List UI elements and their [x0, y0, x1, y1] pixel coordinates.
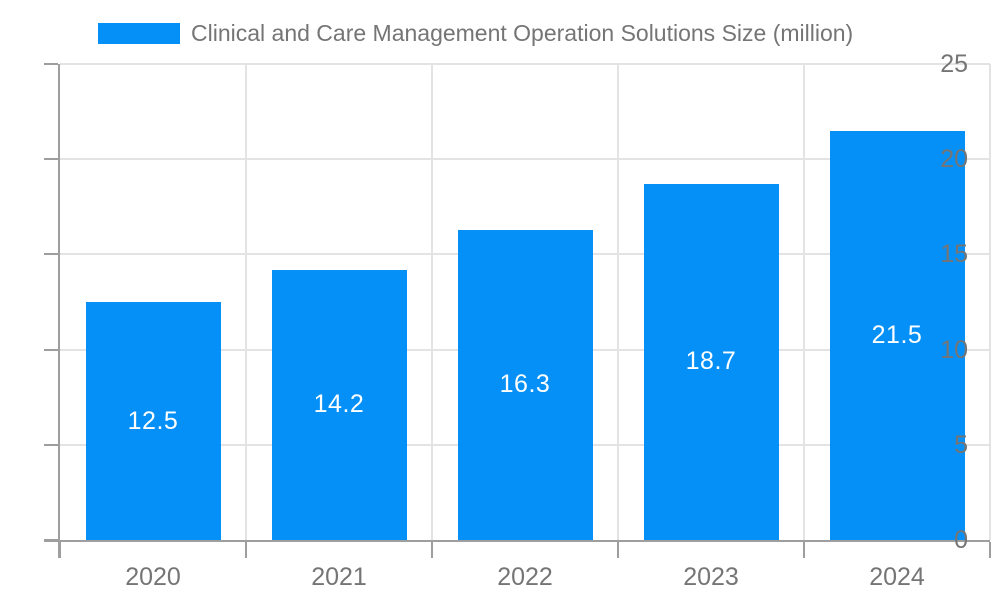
x-tick-mark-2	[431, 542, 433, 558]
x-tick-label-2021: 2021	[311, 563, 367, 591]
x-tick-mark-4	[803, 542, 805, 558]
bar-value-label-2022: 16.3	[499, 370, 551, 399]
y-tick-mark-10	[44, 348, 58, 351]
x-tick-mark-0	[59, 542, 61, 558]
y-tick-label-5: 5	[954, 430, 968, 459]
bar-2021[interactable]: 14.2	[271, 269, 407, 540]
x-tick-label-2023: 2023	[683, 563, 739, 591]
legend-swatch-icon	[98, 22, 180, 44]
y-tick-mark-5	[44, 443, 58, 446]
h-gridline-20	[60, 158, 990, 161]
y-tick-mark-0	[44, 539, 58, 541]
v-gridline-2	[431, 64, 433, 540]
v-gridline-4	[803, 64, 805, 540]
bar-value-label-2024: 21.5	[871, 320, 923, 349]
y-tick-mark-20	[44, 158, 58, 161]
plot-area: 12.5 14.2 16.3 18.7 21.5 0 5 10 15 20 25 2020 2021 2…	[44, 50, 991, 591]
bar-2024[interactable]: 21.5	[829, 130, 965, 540]
x-axis-line	[44, 540, 990, 542]
y-tick-mark-25	[44, 63, 58, 65]
y-tick-label-0: 0	[954, 526, 968, 554]
bar-2022[interactable]: 16.3	[457, 229, 593, 540]
legend-label: Clinical and Care Management Operation S…	[191, 20, 854, 46]
x-tick-mark-right	[989, 542, 991, 558]
bar-value-label-2023: 18.7	[685, 347, 737, 376]
x-tick-label-2022: 2022	[497, 563, 553, 591]
bar-2020[interactable]: 12.5	[85, 302, 221, 540]
y-axis-line	[58, 64, 60, 558]
y-tick-label-20: 20	[940, 145, 968, 174]
y-tick-label-15: 15	[940, 240, 968, 269]
x-tick-label-2020: 2020	[125, 563, 181, 591]
h-gridline-25	[60, 63, 990, 65]
y-tick-label-10: 10	[940, 335, 968, 364]
x-tick-label-2024: 2024	[869, 563, 925, 591]
y-tick-label-25: 25	[940, 50, 968, 78]
y-tick-mark-15	[44, 253, 58, 256]
bar-value-label-2020: 12.5	[127, 406, 179, 435]
x-tick-mark-1	[245, 542, 247, 558]
v-gridline-right	[989, 64, 991, 540]
bar-2023[interactable]: 18.7	[643, 183, 779, 540]
legend[interactable]: Clinical and Care Management Operation S…	[98, 18, 853, 48]
bar-value-label-2021: 14.2	[313, 390, 365, 419]
v-gridline-1	[245, 64, 247, 540]
x-tick-mark-3	[617, 542, 619, 558]
v-gridline-3	[617, 64, 619, 540]
